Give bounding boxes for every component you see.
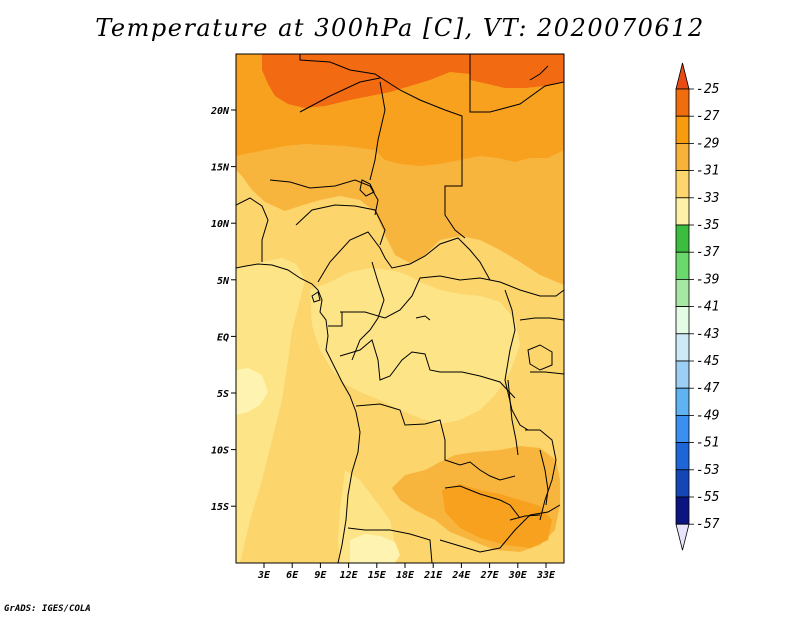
field-band-pale-central: [310, 268, 520, 424]
legend-swatch: [675, 442, 690, 471]
legend-arrow-bottom: [675, 523, 690, 551]
legend-label: -31: [696, 164, 719, 179]
lon-tick-label: 6E: [286, 570, 299, 581]
legend-label: -51: [696, 436, 719, 451]
lake-upemba: [415, 315, 431, 321]
lake-chad: [359, 179, 375, 197]
legend-swatch: [675, 387, 690, 416]
border-sahara-1: [299, 54, 466, 239]
border-east-1: [519, 317, 564, 321]
lat-tick-label: 15S: [211, 502, 229, 513]
legend-label: -55: [696, 490, 720, 505]
field-band-cream-south: [350, 534, 400, 563]
legend-label: -43: [696, 327, 719, 342]
legend-label: -57: [696, 517, 720, 532]
lat-tick-label: 5N: [217, 276, 230, 287]
border-sahara-6: [236, 197, 269, 262]
lon-tick-label: 15E: [368, 570, 387, 581]
lake-victoria: [527, 344, 553, 371]
field-band-darkest-nw: [236, 54, 262, 96]
legend-label: -53: [696, 463, 719, 478]
legend-swatch: [675, 115, 690, 144]
legend-swatch: [675, 278, 690, 307]
border-central-6: [504, 289, 529, 431]
lon-tick-label: 12E: [340, 570, 359, 581]
lat-tick-label: 10S: [211, 446, 229, 457]
legend-swatch: [675, 360, 690, 389]
border-south-3: [439, 504, 561, 553]
legend-swatch: [675, 142, 690, 171]
longitude-axis: 3E 6E 9E 12E 15E 18E 21E 24E 27E 30E 33E: [257, 563, 556, 581]
legend-swatch: [675, 469, 690, 498]
legend-label: -47: [696, 381, 720, 396]
border-central-4: [328, 312, 343, 327]
latitude-axis: 20N 15N 10N 5N EQ 5S 10S 15S: [210, 106, 236, 513]
lon-tick-label: 21E: [423, 570, 443, 581]
coastline-west-africa: [236, 263, 361, 563]
legend-label: -29: [696, 136, 719, 151]
temperature-field: [236, 54, 564, 563]
lake-malawi: [539, 449, 549, 506]
legend-swatch: [675, 306, 690, 335]
field-band-dark-south: [442, 484, 552, 548]
legend-arrow-top: [675, 62, 690, 90]
legend-label: -45: [696, 354, 720, 369]
border-sahara-7: [295, 204, 386, 246]
nile-red-sea: [529, 65, 549, 81]
border-sahara-3: [299, 77, 381, 113]
legend-swatch: [675, 88, 690, 117]
lon-tick-label: 24E: [451, 570, 471, 581]
legend-label: -25: [696, 82, 720, 97]
lon-tick-label: 27E: [480, 570, 500, 581]
lon-tick-label: 18E: [396, 570, 415, 581]
border-south-5: [525, 429, 557, 521]
border-central-5: [339, 339, 516, 399]
legend-label: -37: [696, 245, 720, 260]
lat-tick-label: EQ: [217, 332, 229, 343]
lake-kariba: [509, 514, 541, 521]
lon-tick-label: 9E: [314, 570, 327, 581]
border-central-3: [340, 275, 564, 319]
border-central-1: [317, 231, 491, 283]
border-central-2: [351, 261, 385, 361]
legend-swatch: [675, 170, 690, 199]
lat-tick-label: 10N: [211, 219, 230, 230]
border-south-1: [355, 403, 516, 481]
lat-tick-label: 5S: [217, 389, 229, 400]
color-legend: -25 -27 -29 -31 -33 -35 -37 -39 -41 -43 -45 -47 -49 -…: [675, 62, 720, 551]
grads-credit: GrADS: IGES/COLA: [4, 604, 91, 614]
lon-tick-label: 33E: [536, 570, 556, 581]
legend-label: -33: [696, 191, 719, 206]
legend-label: -39: [696, 272, 719, 287]
legend-label: -35: [696, 218, 720, 233]
legend-swatch: [675, 197, 690, 226]
island-bioko: [311, 291, 321, 303]
chart-title: Temperature at 300hPa [C], VT: 202007061…: [95, 14, 705, 42]
border-south-4: [444, 485, 521, 519]
field-band-cream-west: [236, 368, 268, 415]
legend-swatch: [675, 333, 690, 362]
legend-label: -27: [696, 109, 720, 124]
border-south-2: [347, 527, 433, 563]
lon-tick-label: 30E: [508, 570, 528, 581]
field-band-pale-west: [236, 258, 305, 563]
lat-tick-label: 15N: [211, 163, 230, 174]
field-band-darkest-ne: [470, 54, 564, 88]
legend-label: -41: [696, 300, 719, 315]
legend-label: -49: [696, 408, 719, 423]
border-sahara-5: [269, 179, 379, 216]
border-sahara-2: [369, 81, 386, 181]
legend-swatch: [675, 224, 690, 253]
legend-swatch: [675, 414, 690, 443]
lake-tanganyika: [507, 379, 519, 456]
map-frame: [235, 53, 565, 564]
lon-tick-label: 3E: [257, 570, 271, 581]
country-borders: [236, 54, 564, 563]
lat-tick-label: 20N: [210, 106, 230, 117]
border-sahara-4: [469, 54, 564, 113]
legend-swatch: [675, 251, 690, 280]
border-east-2: [530, 371, 564, 375]
legend-swatch: [675, 496, 690, 525]
